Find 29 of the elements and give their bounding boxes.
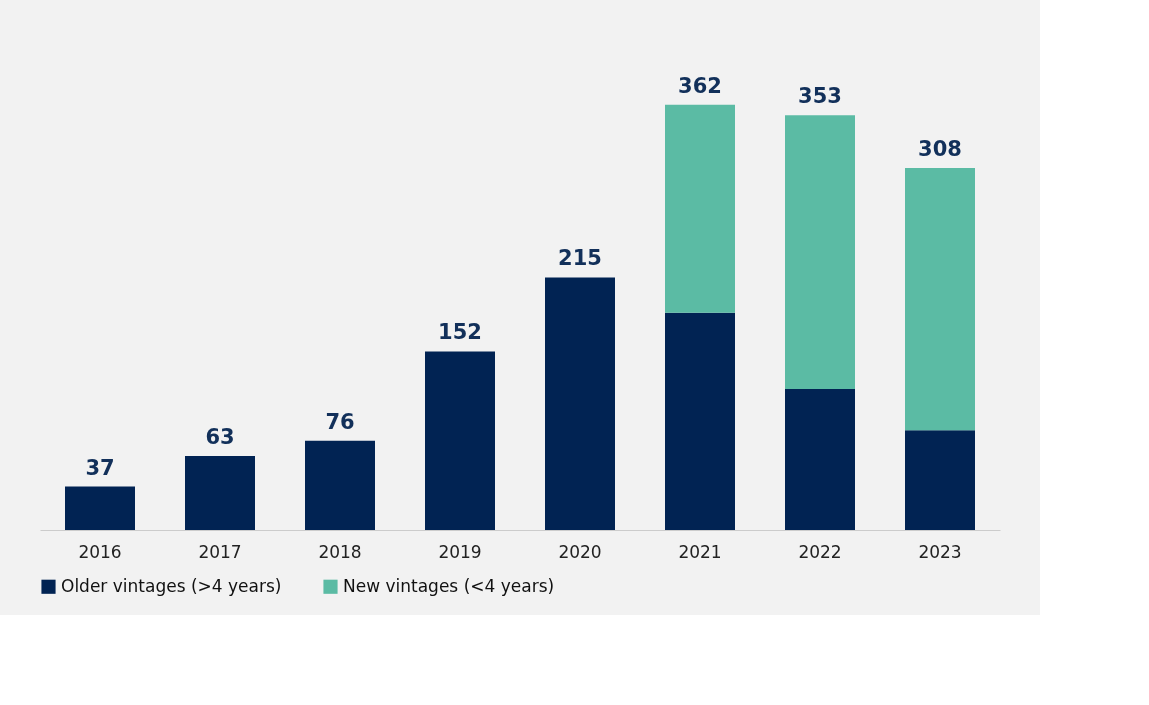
x-tick-label: 2023 xyxy=(918,541,962,562)
legend-label: Older vintages (>4 years) xyxy=(61,575,282,596)
x-tick-label: 2020 xyxy=(558,541,602,562)
total-label: 362 xyxy=(678,73,722,98)
bar xyxy=(905,430,975,530)
bar xyxy=(425,351,495,530)
data-label: 215 xyxy=(558,246,602,271)
bar xyxy=(545,277,615,530)
x-tick-label: 2016 xyxy=(78,541,122,562)
bar xyxy=(785,389,855,530)
total-label: 353 xyxy=(798,84,842,109)
bar xyxy=(665,104,735,313)
bar xyxy=(905,168,975,431)
legend-label: New vintages (<4 years) xyxy=(343,575,555,596)
data-label: 63 xyxy=(205,424,235,449)
x-tick-label: 2017 xyxy=(198,541,242,562)
total-label: 308 xyxy=(918,137,962,162)
x-tick-label: 2019 xyxy=(438,541,482,562)
bar xyxy=(185,455,255,530)
x-tick-label: 2018 xyxy=(318,541,362,562)
x-tick-label: 2022 xyxy=(798,541,842,562)
data-label: 152 xyxy=(438,320,482,345)
bar xyxy=(65,486,135,530)
data-label: 76 xyxy=(325,409,355,434)
bar xyxy=(305,440,375,530)
bar xyxy=(665,312,735,530)
bar xyxy=(785,115,855,389)
x-tick-label: 2021 xyxy=(678,541,722,562)
data-label: 37 xyxy=(85,455,115,480)
